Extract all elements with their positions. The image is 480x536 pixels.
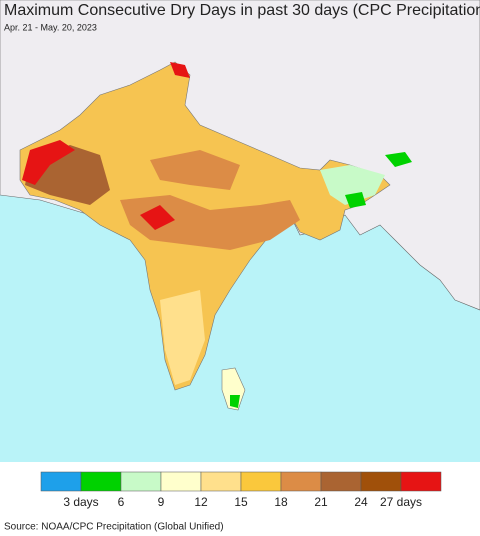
colorbar-swatch	[40, 471, 82, 492]
colorbar-swatch	[280, 471, 322, 492]
colorbar-swatch	[360, 471, 402, 492]
dry-region	[150, 150, 240, 190]
colorbar-label: 6	[118, 495, 125, 509]
subtitle: Apr. 21 - May. 20, 2023	[4, 22, 97, 32]
colorbar-label: 21	[314, 495, 328, 509]
colorbar-swatch	[400, 471, 442, 492]
wet-region	[385, 152, 412, 167]
colorbar-label: 12	[194, 495, 208, 509]
colorbar-label: 3 days	[63, 495, 98, 509]
colorbar-label: 27 days	[380, 495, 422, 509]
colorbar-swatch	[160, 471, 202, 492]
dry-region	[120, 195, 300, 250]
source: Source: NOAA/CPC Precipitation (Global U…	[4, 522, 224, 533]
wet-region	[230, 395, 240, 408]
colorbar-swatch	[320, 471, 362, 492]
very-dry-region	[140, 205, 175, 230]
very-dry-region	[22, 140, 75, 185]
map	[0, 0, 480, 462]
colorbar-swatch	[80, 471, 122, 492]
colorbar-swatch	[240, 471, 282, 492]
colorbar-swatch	[200, 471, 242, 492]
wet-region	[345, 192, 366, 208]
colorbar: 3 days 6 9 12 15 18 21 24 27 days	[40, 471, 442, 509]
colorbar-label: 24	[354, 495, 368, 509]
colorbar-swatch	[120, 471, 162, 492]
wet-region	[320, 165, 385, 205]
colorbar-label: 9	[158, 495, 165, 509]
colorbar-label: 15	[234, 495, 248, 509]
very-dry-region	[170, 62, 190, 78]
colorbar-label: 18	[274, 495, 288, 509]
moderate-region	[160, 290, 205, 385]
title: Maximum Consecutive Dry Days in past 30 …	[4, 2, 480, 19]
